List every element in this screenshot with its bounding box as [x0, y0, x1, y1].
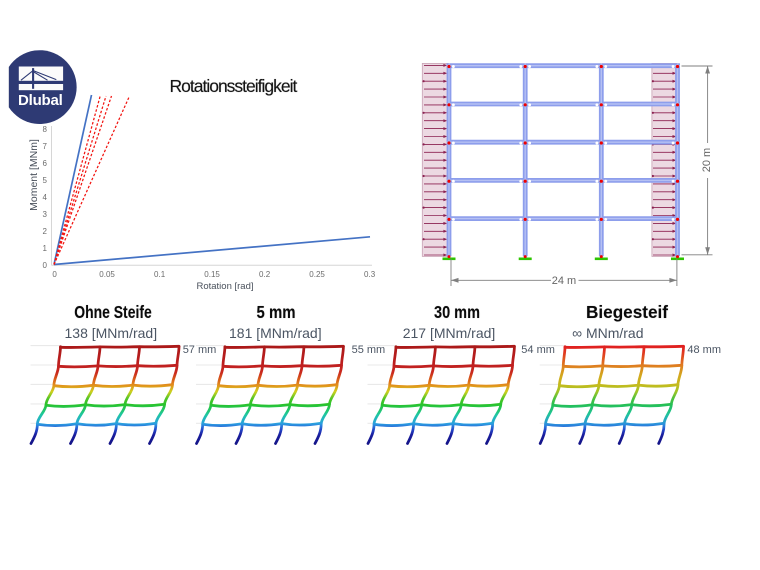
svg-text:Dlubal: Dlubal — [18, 92, 63, 109]
